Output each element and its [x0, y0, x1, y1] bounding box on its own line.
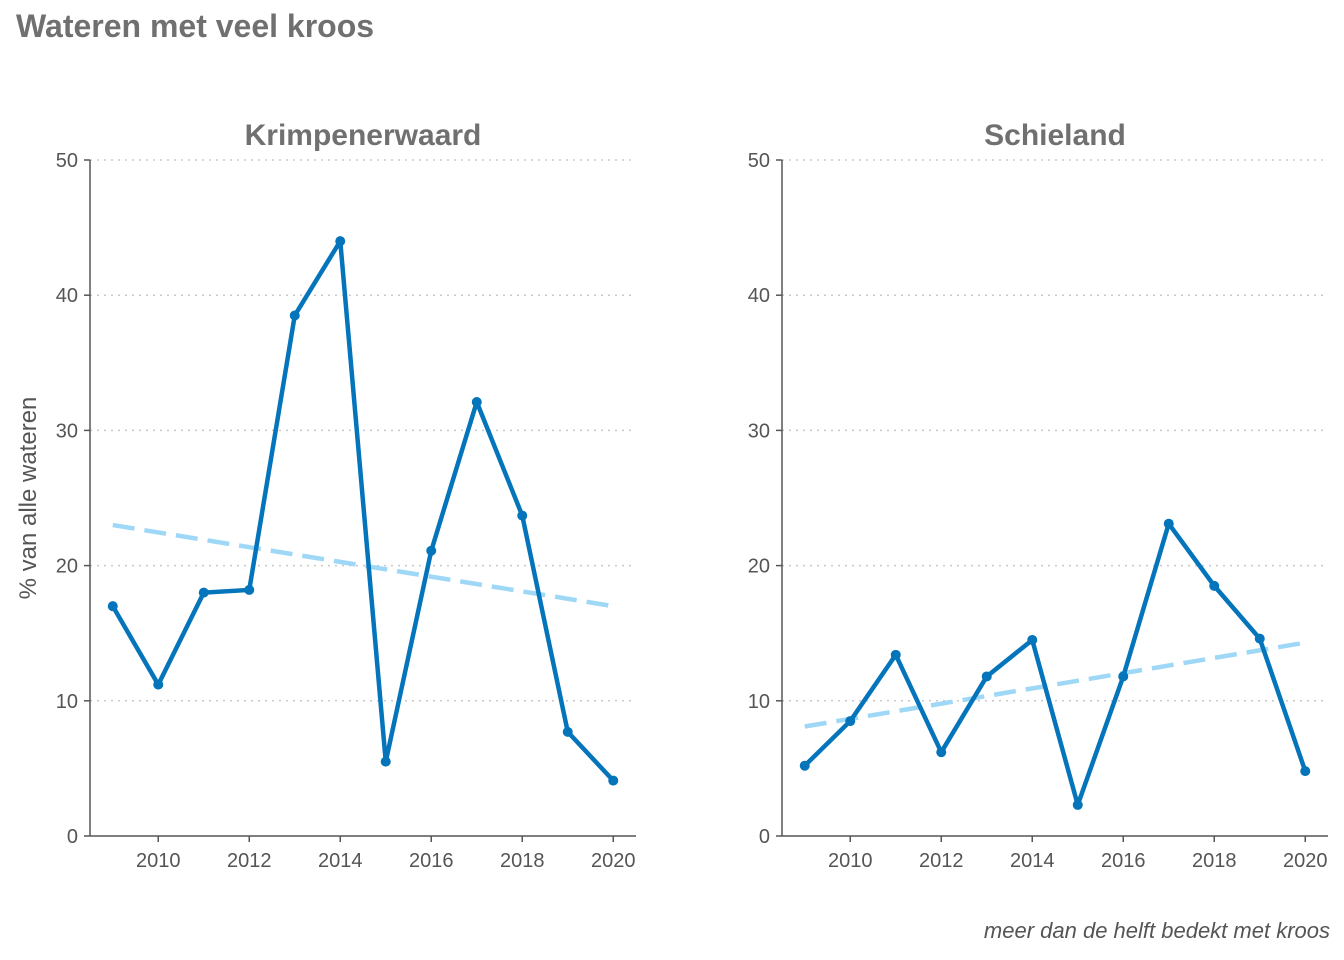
y-axis-title: % van alle wateren: [15, 397, 42, 600]
data-point: [890, 649, 901, 660]
data-point: [335, 236, 346, 247]
y-tick-label: 10: [748, 691, 770, 713]
y-tick-label: 30: [748, 420, 770, 442]
y-tick-label: 30: [56, 420, 78, 442]
data-point: [517, 510, 528, 521]
series-line: [110, 238, 615, 783]
data-point: [845, 716, 856, 727]
chart-title: Wateren met veel kroos: [16, 8, 375, 44]
x-tick-label: 2010: [136, 850, 181, 872]
data-point: [981, 671, 992, 682]
y-tick-label: 20: [748, 556, 770, 578]
data-point: [153, 679, 164, 690]
data-point: [289, 310, 300, 321]
data-point: [1027, 634, 1038, 645]
data-point: [198, 587, 209, 598]
x-tick-label: 2018: [1192, 850, 1237, 872]
data-point: [562, 726, 573, 737]
data-point: [1209, 580, 1220, 591]
data-point: [608, 775, 619, 786]
panel-title: Krimpenerwaard: [245, 119, 482, 152]
data-point: [471, 397, 482, 408]
data-point: [1072, 799, 1083, 810]
y-tick-label: 50: [748, 150, 770, 172]
y-tick-label: 0: [67, 826, 78, 848]
x-tick-label: 2010: [828, 850, 873, 872]
x-tick-label: 2018: [500, 850, 545, 872]
y-tick-label: 40: [56, 285, 78, 307]
data-point: [244, 584, 255, 595]
data-point: [1254, 633, 1265, 644]
panel-title: Schieland: [984, 119, 1126, 152]
chart-caption: meer dan de helft bedekt met kroos: [983, 918, 1330, 943]
x-tick-label: 2020: [1283, 850, 1328, 872]
x-tick-label: 2014: [318, 850, 363, 872]
trend-line: [112, 522, 614, 609]
data-point: [380, 756, 391, 767]
x-tick-label: 2014: [1010, 850, 1055, 872]
x-tick-label: 2020: [591, 850, 636, 872]
x-tick-label: 2012: [227, 850, 272, 872]
series-line: [803, 521, 1308, 808]
panel-1: 0 10 20 30 40 50 2010 2012 2014 2016 2018 2020 Krimp…: [15, 119, 636, 872]
y-tick-label: 10: [56, 691, 78, 713]
data-point: [107, 601, 118, 612]
data-point: [1163, 518, 1174, 529]
x-tick-label: 2012: [919, 850, 964, 872]
y-tick-label: 40: [748, 285, 770, 307]
data-point: [799, 760, 810, 771]
x-tick-label: 2016: [409, 850, 454, 872]
y-tick-label: 50: [56, 150, 78, 172]
x-tick-label: 2016: [1101, 850, 1146, 872]
y-tick-label: 20: [56, 556, 78, 578]
trend-line: [804, 640, 1306, 729]
data-point: [426, 545, 437, 556]
data-point: [1118, 671, 1129, 682]
data-point: [1300, 766, 1311, 777]
panel-2: 0 10 20 30 40 50 2010 2012 2014 2016 2018 2020 Schie…: [748, 119, 1328, 872]
y-tick-label: 0: [759, 826, 770, 848]
data-point: [936, 747, 947, 758]
